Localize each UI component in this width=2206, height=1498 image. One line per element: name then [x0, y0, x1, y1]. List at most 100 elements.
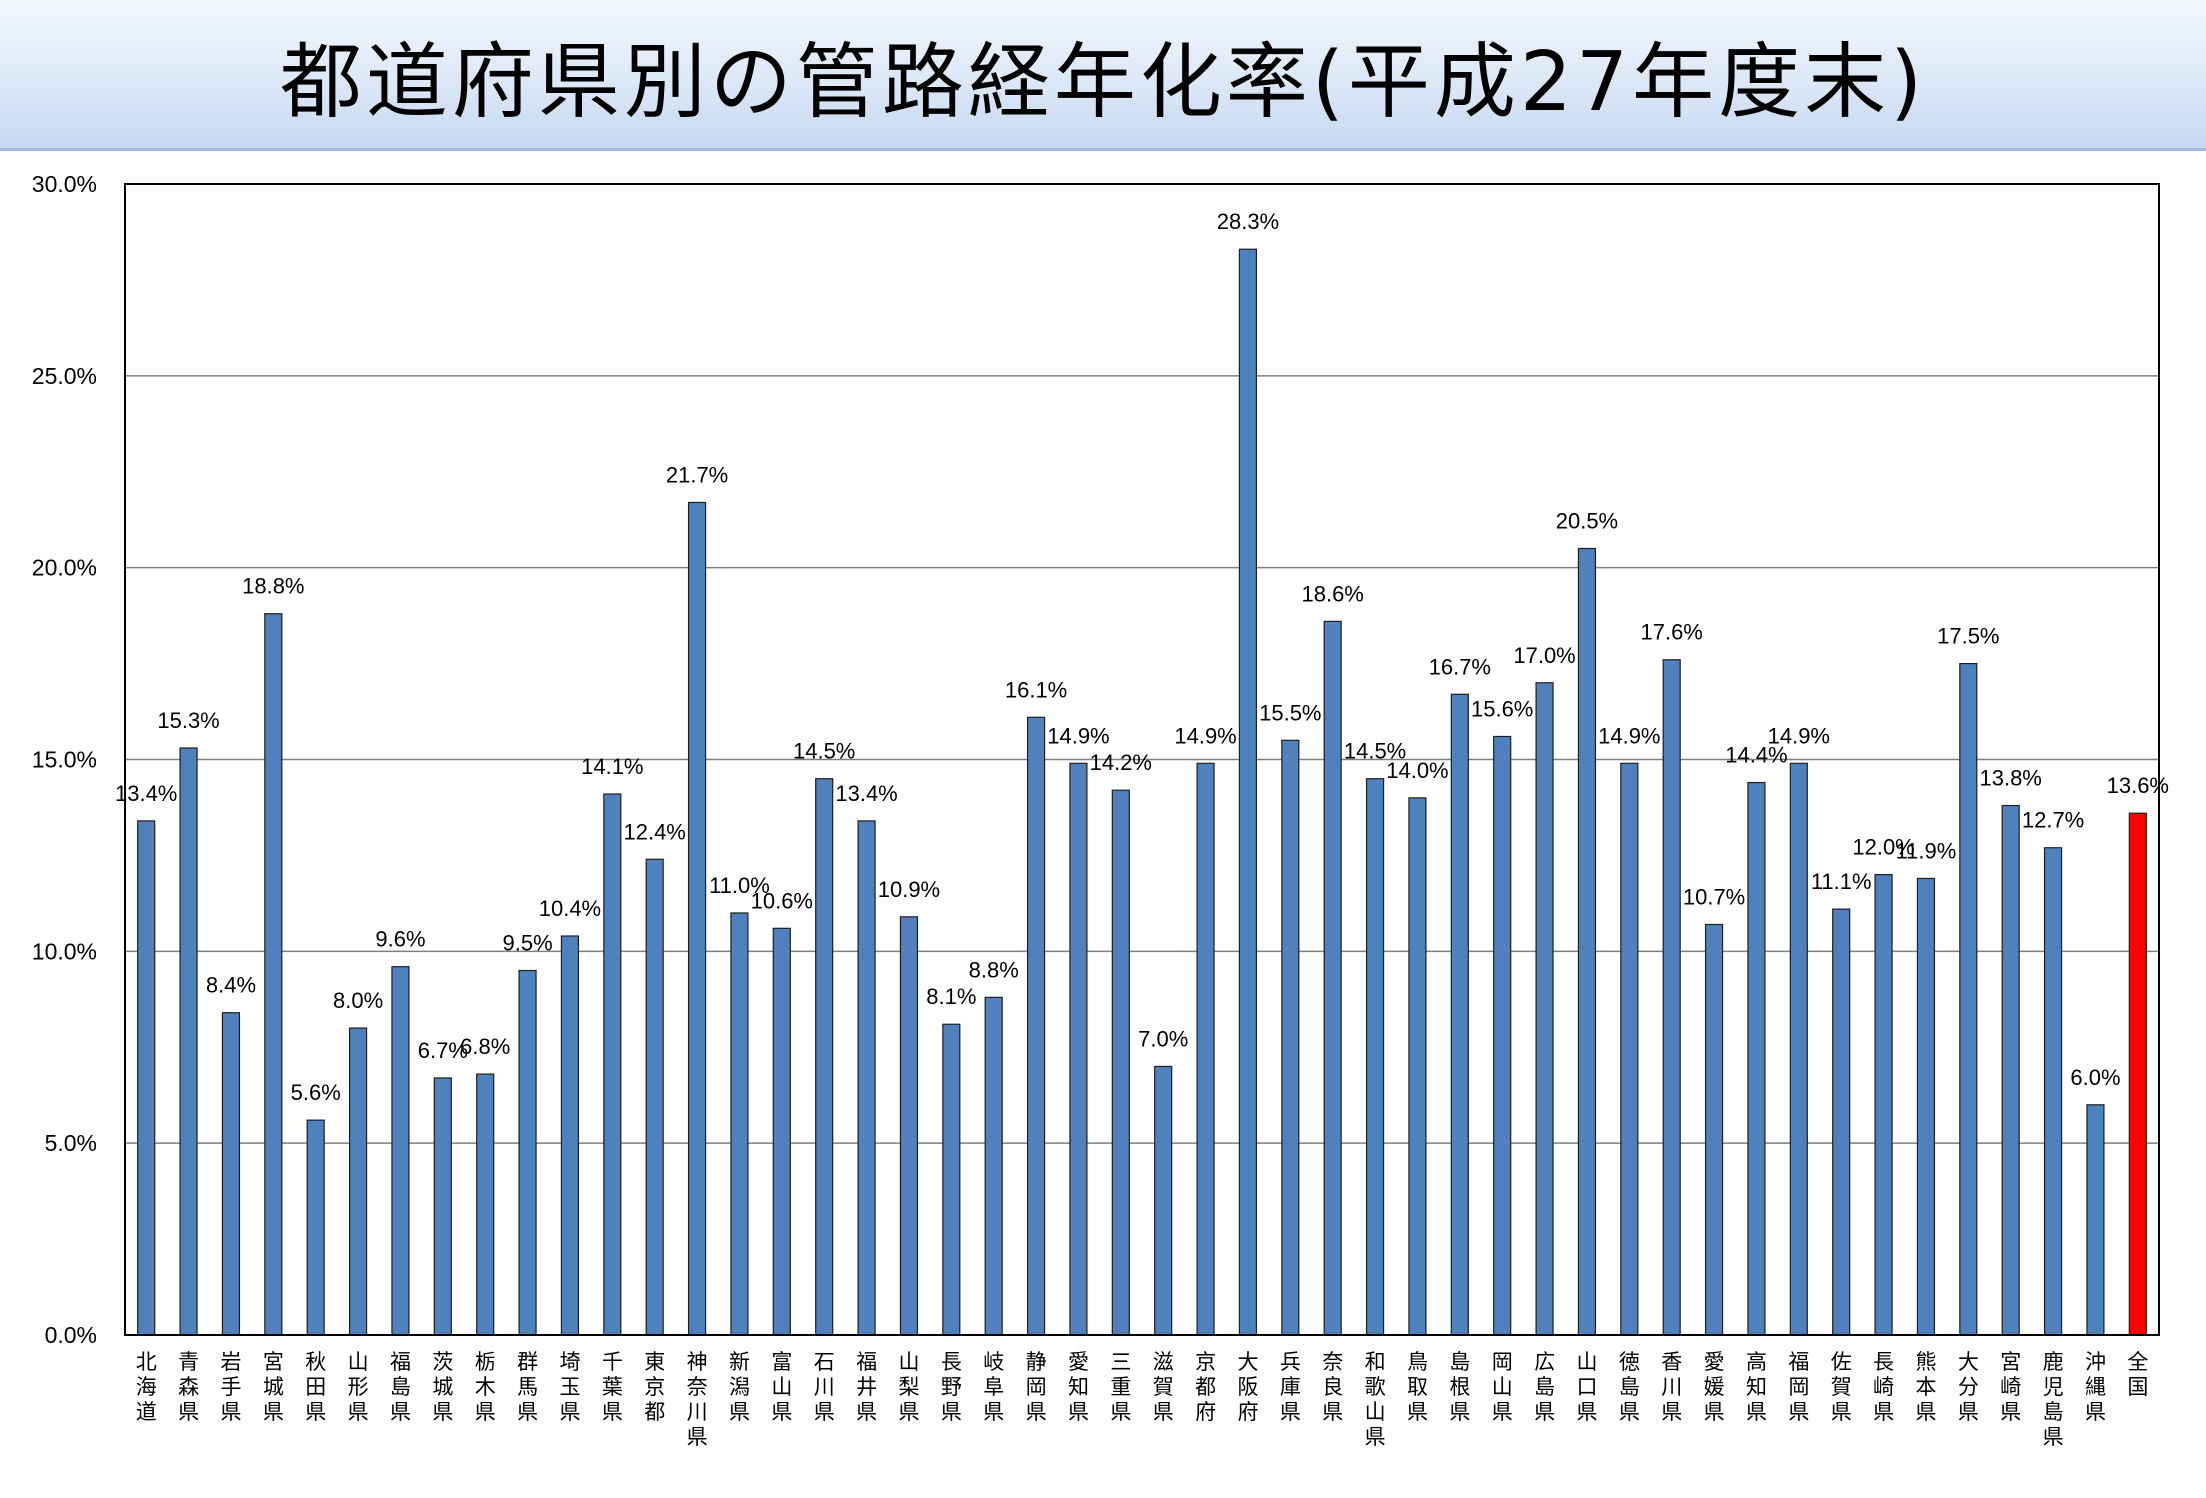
category-label-char: 埼	[559, 1350, 580, 1374]
category-label-char: 愛	[1068, 1350, 1089, 1374]
category-label-char: 川	[1661, 1375, 1682, 1399]
data-label: 12.4%	[623, 819, 685, 844]
category-label: 三重県	[1110, 1350, 1131, 1424]
bar-山梨県	[899, 916, 919, 1336]
data-label: 11.9%	[1896, 838, 1957, 863]
y-tick-label: 0.0%	[45, 1322, 97, 1348]
bar-徳島県	[1620, 762, 1639, 1336]
category-label: 山口県	[1576, 1350, 1597, 1424]
category-label: 茨城県	[432, 1350, 453, 1424]
bar-沖縄県	[2086, 1104, 2105, 1336]
category-label-char: 県	[687, 1425, 708, 1449]
category-label-char: 都	[644, 1400, 665, 1424]
data-label: 7.0%	[1138, 1026, 1188, 1051]
category-label-char: 島	[390, 1375, 411, 1399]
data-label: 10.7%	[1683, 884, 1745, 909]
category-label-char: 玉	[559, 1375, 580, 1399]
data-label: 14.9%	[1174, 723, 1236, 748]
data-label: 12.7%	[2022, 808, 2084, 833]
category-label-char: 県	[898, 1400, 919, 1424]
category-label-char: 県	[1576, 1400, 1597, 1424]
category-label-char: 岡	[1788, 1375, 1809, 1399]
bar-富山県	[772, 927, 791, 1336]
category-label: 栃木県	[475, 1350, 496, 1424]
category-label-char: 沖	[2085, 1350, 2106, 1374]
data-label: 10.4%	[539, 896, 601, 921]
bar-秋田県	[306, 1119, 325, 1336]
category-label-char: 県	[1831, 1400, 1852, 1424]
bar-新潟県	[730, 912, 749, 1336]
category-label-char: 山	[1576, 1350, 1597, 1374]
category-label-char: 県	[1534, 1400, 1555, 1424]
category-label-char: 山	[1492, 1375, 1513, 1399]
bar-和歌山県	[1365, 778, 1385, 1336]
data-label: 15.5%	[1259, 700, 1321, 725]
bar-福岡県	[1789, 762, 1808, 1336]
category-label-char: 岡	[1492, 1350, 1513, 1374]
bars	[137, 248, 2147, 1336]
bar-福島県	[391, 966, 410, 1336]
data-label: 14.5%	[1344, 739, 1406, 764]
category-label-char: 県	[1915, 1400, 1936, 1424]
bar-群馬県	[518, 969, 537, 1336]
y-axis-tick-labels: 0.0% 5.0% 10.0% 15.0% 20.0% 25.0% 30.0%	[32, 171, 97, 1348]
category-label-char: 知	[1068, 1375, 1089, 1399]
category-label-char: 栃	[475, 1350, 496, 1374]
category-label-char: 茨	[432, 1350, 453, 1374]
category-label-char: 崎	[1873, 1375, 1894, 1399]
category-label-char: 田	[305, 1375, 326, 1399]
y-tick-label: 10.0%	[32, 938, 97, 964]
category-label-char: 県	[1365, 1425, 1386, 1449]
category-label: 高知県	[1746, 1350, 1767, 1424]
plot-area-border	[124, 183, 2160, 1336]
title-banner: 都道府県別の管路経年化率(平成27年度末)	[0, 0, 2206, 151]
data-label: 11.0%	[709, 873, 770, 898]
category-label-char: 県	[1153, 1400, 1174, 1424]
category-label-char: 県	[1619, 1400, 1640, 1424]
category-label: 静岡県	[1026, 1350, 1047, 1424]
data-label: 14.4%	[1725, 743, 1787, 768]
category-label-char: 都	[1195, 1375, 1216, 1399]
category-label-char: 富	[771, 1350, 792, 1374]
bar-長野県	[942, 1023, 961, 1336]
data-label: 14.5%	[793, 739, 855, 764]
category-label-char: 鳥	[1407, 1350, 1428, 1374]
data-label: 15.6%	[1471, 696, 1533, 721]
category-label-char: 宮	[263, 1350, 284, 1374]
bar-青森県	[179, 747, 198, 1336]
data-label: 8.1%	[926, 984, 976, 1009]
category-label: 広島県	[1534, 1350, 1555, 1424]
bar-山形県	[348, 1027, 368, 1336]
bar-茨城県	[433, 1077, 452, 1336]
category-label-char: 形	[348, 1375, 369, 1399]
category-label-char: 県	[1407, 1400, 1428, 1424]
category-label-char: 島	[1449, 1350, 1470, 1374]
category-label-char: 福	[1788, 1350, 1809, 1374]
category-label-char: 県	[390, 1400, 411, 1424]
category-label: 東京都	[644, 1350, 665, 1424]
category-label-char: 徳	[1619, 1350, 1640, 1374]
category-label-char: 長	[941, 1350, 962, 1374]
bar-佐賀県	[1832, 908, 1851, 1336]
category-label-char: 手	[220, 1375, 241, 1399]
category-label-char: 和	[1365, 1350, 1386, 1374]
bar-千葉県	[603, 793, 622, 1336]
category-label: 岐阜県	[983, 1350, 1004, 1424]
bar-全国	[2128, 812, 2147, 1336]
category-label-char: 兵	[1280, 1350, 1301, 1374]
data-label: 13.6%	[2107, 773, 2169, 798]
bar-愛知県	[1069, 762, 1088, 1336]
category-label-char: 県	[814, 1400, 835, 1424]
category-label-char: 県	[348, 1400, 369, 1424]
data-label: 11.1%	[1811, 869, 1872, 894]
category-label-char: 県	[1110, 1400, 1131, 1424]
category-label-char: 熊	[1915, 1350, 1936, 1374]
category-label-char: 宮	[2000, 1350, 2021, 1374]
category-label-char: 本	[1915, 1375, 1936, 1399]
category-label-char: 愛	[1704, 1350, 1725, 1374]
category-label: 山形県	[348, 1350, 369, 1424]
category-label-char: 府	[1237, 1400, 1258, 1424]
category-label: 長崎県	[1873, 1350, 1894, 1424]
category-label-char: 鹿	[2043, 1350, 2064, 1374]
y-tick-label: 25.0%	[32, 363, 97, 389]
